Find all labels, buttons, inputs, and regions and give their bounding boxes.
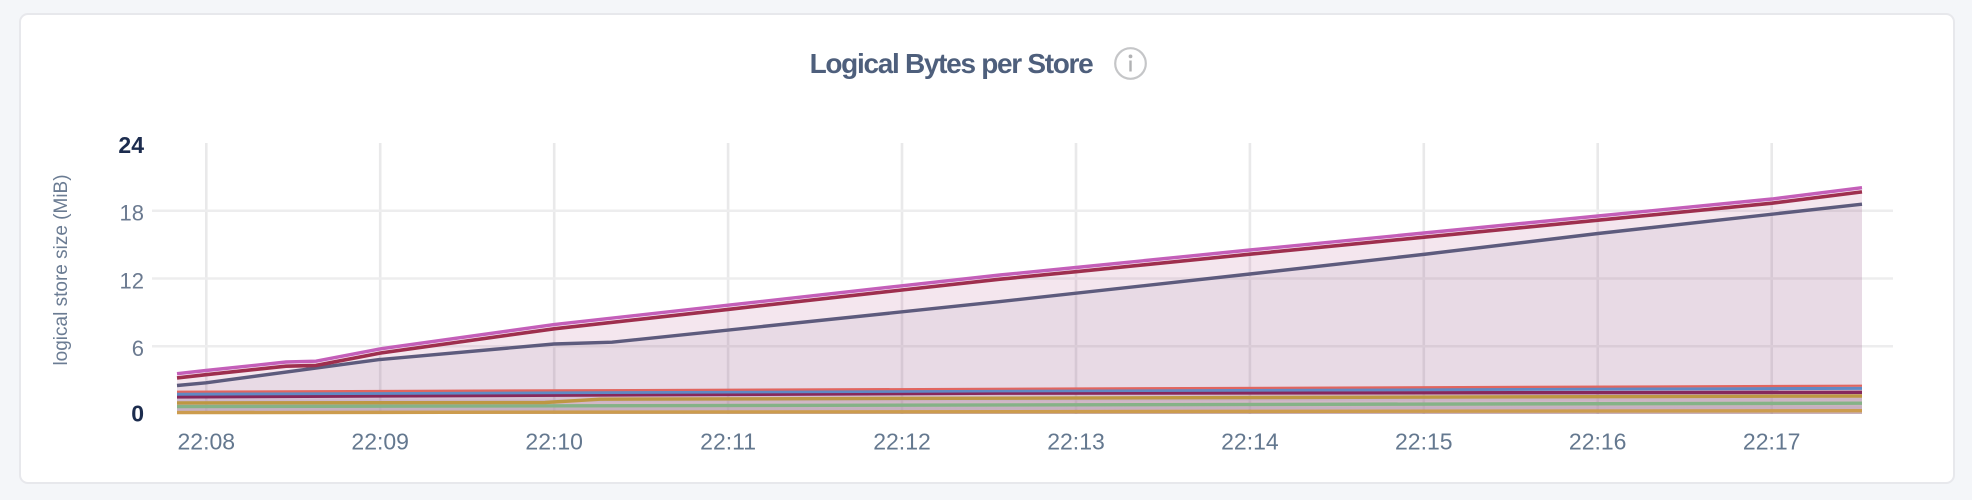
- svg-text:0: 0: [131, 401, 144, 427]
- svg-text:22:12: 22:12: [873, 429, 931, 455]
- svg-text:22:16: 22:16: [1569, 429, 1627, 455]
- svg-text:22:15: 22:15: [1395, 429, 1453, 455]
- svg-text:22:08: 22:08: [178, 429, 236, 455]
- svg-text:22:09: 22:09: [351, 429, 409, 455]
- svg-text:Logical Bytes per Store: Logical Bytes per Store: [810, 48, 1094, 79]
- svg-text:22:14: 22:14: [1221, 429, 1279, 455]
- svg-text:6: 6: [132, 336, 144, 361]
- svg-text:22:10: 22:10: [525, 429, 583, 455]
- svg-text:24: 24: [118, 132, 144, 158]
- svg-text:22:17: 22:17: [1743, 429, 1801, 455]
- svg-text:logical store size (MiB): logical store size (MiB): [51, 174, 72, 365]
- svg-text:22:11: 22:11: [700, 429, 756, 455]
- svg-text:22:13: 22:13: [1047, 429, 1105, 455]
- svg-text:12: 12: [120, 268, 144, 293]
- svg-text:18: 18: [120, 201, 144, 226]
